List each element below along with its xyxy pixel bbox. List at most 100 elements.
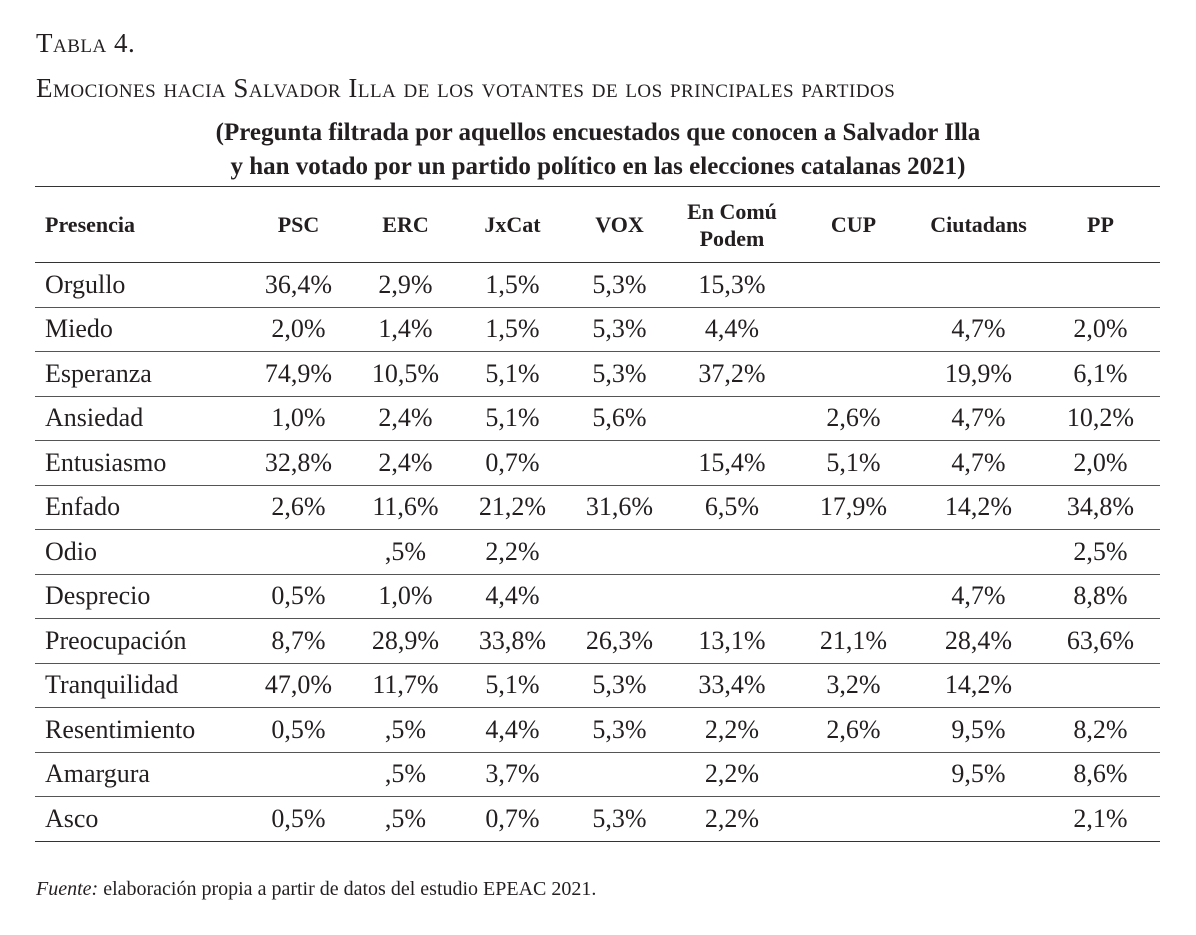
table-row: Preocupación 8,7% 28,9% 33,8% 26,3% 13,1% 21,1… bbox=[35, 618, 1160, 664]
table-cell: 2,0% bbox=[245, 307, 352, 352]
row-label: Odio bbox=[35, 529, 245, 575]
table-cell: 1,5% bbox=[459, 307, 566, 352]
header-row: Presencia PSC ERC JxCat VOX En Comú Podem CUP Ci… bbox=[35, 186, 1160, 263]
table-cell: 8,2% bbox=[1041, 707, 1160, 753]
table-cell: 0,5% bbox=[245, 707, 352, 753]
row-label: Tranquilidad bbox=[35, 663, 245, 708]
table-cell: 0,7% bbox=[459, 440, 566, 486]
table-cell: 2,4% bbox=[352, 396, 459, 441]
table-cell bbox=[791, 752, 916, 797]
table-cell: 3,7% bbox=[459, 752, 566, 797]
column-header: Presencia bbox=[35, 186, 245, 263]
table-cell: 19,9% bbox=[916, 351, 1041, 397]
table-cell: 6,5% bbox=[673, 485, 791, 530]
column-header: ERC bbox=[352, 186, 459, 263]
table-cell: 10,2% bbox=[1041, 396, 1160, 441]
source-note: Fuente: elaboración propia a partir de d… bbox=[36, 878, 596, 901]
table-cell: 2,2% bbox=[673, 707, 791, 753]
table-cell: 1,0% bbox=[245, 396, 352, 441]
table-cell: 63,6% bbox=[1041, 618, 1160, 664]
table-cell bbox=[791, 351, 916, 397]
table-cell: 0,7% bbox=[459, 796, 566, 842]
table-cell: 2,0% bbox=[1041, 307, 1160, 352]
table-cell: 8,8% bbox=[1041, 574, 1160, 619]
table-cell bbox=[673, 396, 791, 441]
table-cell bbox=[673, 574, 791, 619]
table-cell: 28,4% bbox=[916, 618, 1041, 664]
table-cell: 4,4% bbox=[459, 574, 566, 619]
table-cell: ,5% bbox=[352, 752, 459, 797]
table-row: Tranquilidad 47,0% 11,7% 5,1% 5,3% 33,4% 3,2% 1… bbox=[35, 663, 1160, 708]
table-cell: 5,1% bbox=[459, 396, 566, 441]
table-cell: 4,7% bbox=[916, 440, 1041, 486]
table-cell: 4,4% bbox=[459, 707, 566, 753]
table-cell bbox=[1041, 663, 1160, 708]
table-cell bbox=[673, 529, 791, 575]
table-row: Ansiedad 1,0% 2,4% 5,1% 5,6% 2,6% 4,7% 10,2% bbox=[35, 396, 1160, 441]
table-cell: 11,6% bbox=[352, 485, 459, 530]
table-cell bbox=[566, 440, 673, 486]
table-cell: 1,5% bbox=[459, 262, 566, 308]
table-cell: 5,1% bbox=[791, 440, 916, 486]
source-label: Fuente: bbox=[36, 878, 99, 900]
table-cell: ,5% bbox=[352, 529, 459, 575]
table-cell: 5,6% bbox=[566, 396, 673, 441]
row-label: Preocupación bbox=[35, 618, 245, 664]
table-cell: 0,5% bbox=[245, 574, 352, 619]
row-label: Desprecio bbox=[35, 574, 245, 619]
row-label: Asco bbox=[35, 796, 245, 842]
table-cell: 47,0% bbox=[245, 663, 352, 708]
row-label: Orgullo bbox=[35, 262, 245, 308]
table-cell: 1,0% bbox=[352, 574, 459, 619]
table-cell: 31,6% bbox=[566, 485, 673, 530]
table-cell: 5,3% bbox=[566, 351, 673, 397]
table-cell bbox=[566, 529, 673, 575]
subtitle-line-1: (Pregunta filtrada por aquellos encuesta… bbox=[215, 119, 981, 146]
table-cell: 21,1% bbox=[791, 618, 916, 664]
row-label: Esperanza bbox=[35, 351, 245, 397]
subtitle-line-2: y han votado por un partido político en … bbox=[230, 153, 966, 180]
table-cell: 14,2% bbox=[916, 663, 1041, 708]
table-row: Asco 0,5% ,5% 0,7% 5,3% 2,2% 2,1% bbox=[35, 796, 1160, 842]
table-cell: 4,7% bbox=[916, 396, 1041, 441]
table-cell: ,5% bbox=[352, 707, 459, 753]
table-cell: 2,6% bbox=[791, 396, 916, 441]
column-header: Ciutadans bbox=[916, 186, 1041, 263]
table-cell: 28,9% bbox=[352, 618, 459, 664]
table-cell bbox=[566, 752, 673, 797]
table-row: Entusiasmo 32,8% 2,4% 0,7% 15,4% 5,1% 4,7% 2,0% bbox=[35, 440, 1160, 486]
table-title: Emociones hacia Salvador Illa de los vot… bbox=[36, 73, 896, 103]
table-cell: 2,6% bbox=[791, 707, 916, 753]
table-cell bbox=[791, 262, 916, 308]
table-cell: 5,1% bbox=[459, 351, 566, 397]
table-cell: 2,1% bbox=[1041, 796, 1160, 842]
column-header: En Comú Podem bbox=[673, 186, 791, 263]
table-cell: 15,3% bbox=[673, 262, 791, 308]
table-cell bbox=[916, 262, 1041, 308]
table-row: Odio ,5% 2,2% 2,5% bbox=[35, 529, 1160, 575]
table-cell: 3,2% bbox=[791, 663, 916, 708]
table-cell: 10,5% bbox=[352, 351, 459, 397]
column-header: PSC bbox=[245, 186, 352, 263]
table-cell: 5,3% bbox=[566, 262, 673, 308]
table-cell: 21,2% bbox=[459, 485, 566, 530]
table-cell: 13,1% bbox=[673, 618, 791, 664]
table-cell: 14,2% bbox=[916, 485, 1041, 530]
table-cell: 6,1% bbox=[1041, 351, 1160, 397]
table-cell: 2,6% bbox=[245, 485, 352, 530]
table-cell bbox=[791, 529, 916, 575]
table-cell bbox=[566, 574, 673, 619]
table-cell: 17,9% bbox=[791, 485, 916, 530]
table-cell: 5,3% bbox=[566, 307, 673, 352]
table-cell: 4,7% bbox=[916, 574, 1041, 619]
column-header: CUP bbox=[791, 186, 916, 263]
table-cell: 37,2% bbox=[673, 351, 791, 397]
table-cell bbox=[245, 529, 352, 575]
table-row: Esperanza 74,9% 10,5% 5,1% 5,3% 37,2% 19,9% 6,1… bbox=[35, 351, 1160, 397]
table-cell: 8,6% bbox=[1041, 752, 1160, 797]
table-cell: 32,8% bbox=[245, 440, 352, 486]
table-cell: 1,4% bbox=[352, 307, 459, 352]
table-row: Orgullo 36,4% 2,9% 1,5% 5,3% 15,3% bbox=[35, 262, 1160, 308]
table-cell: 9,5% bbox=[916, 707, 1041, 753]
table-cell bbox=[1041, 262, 1160, 308]
